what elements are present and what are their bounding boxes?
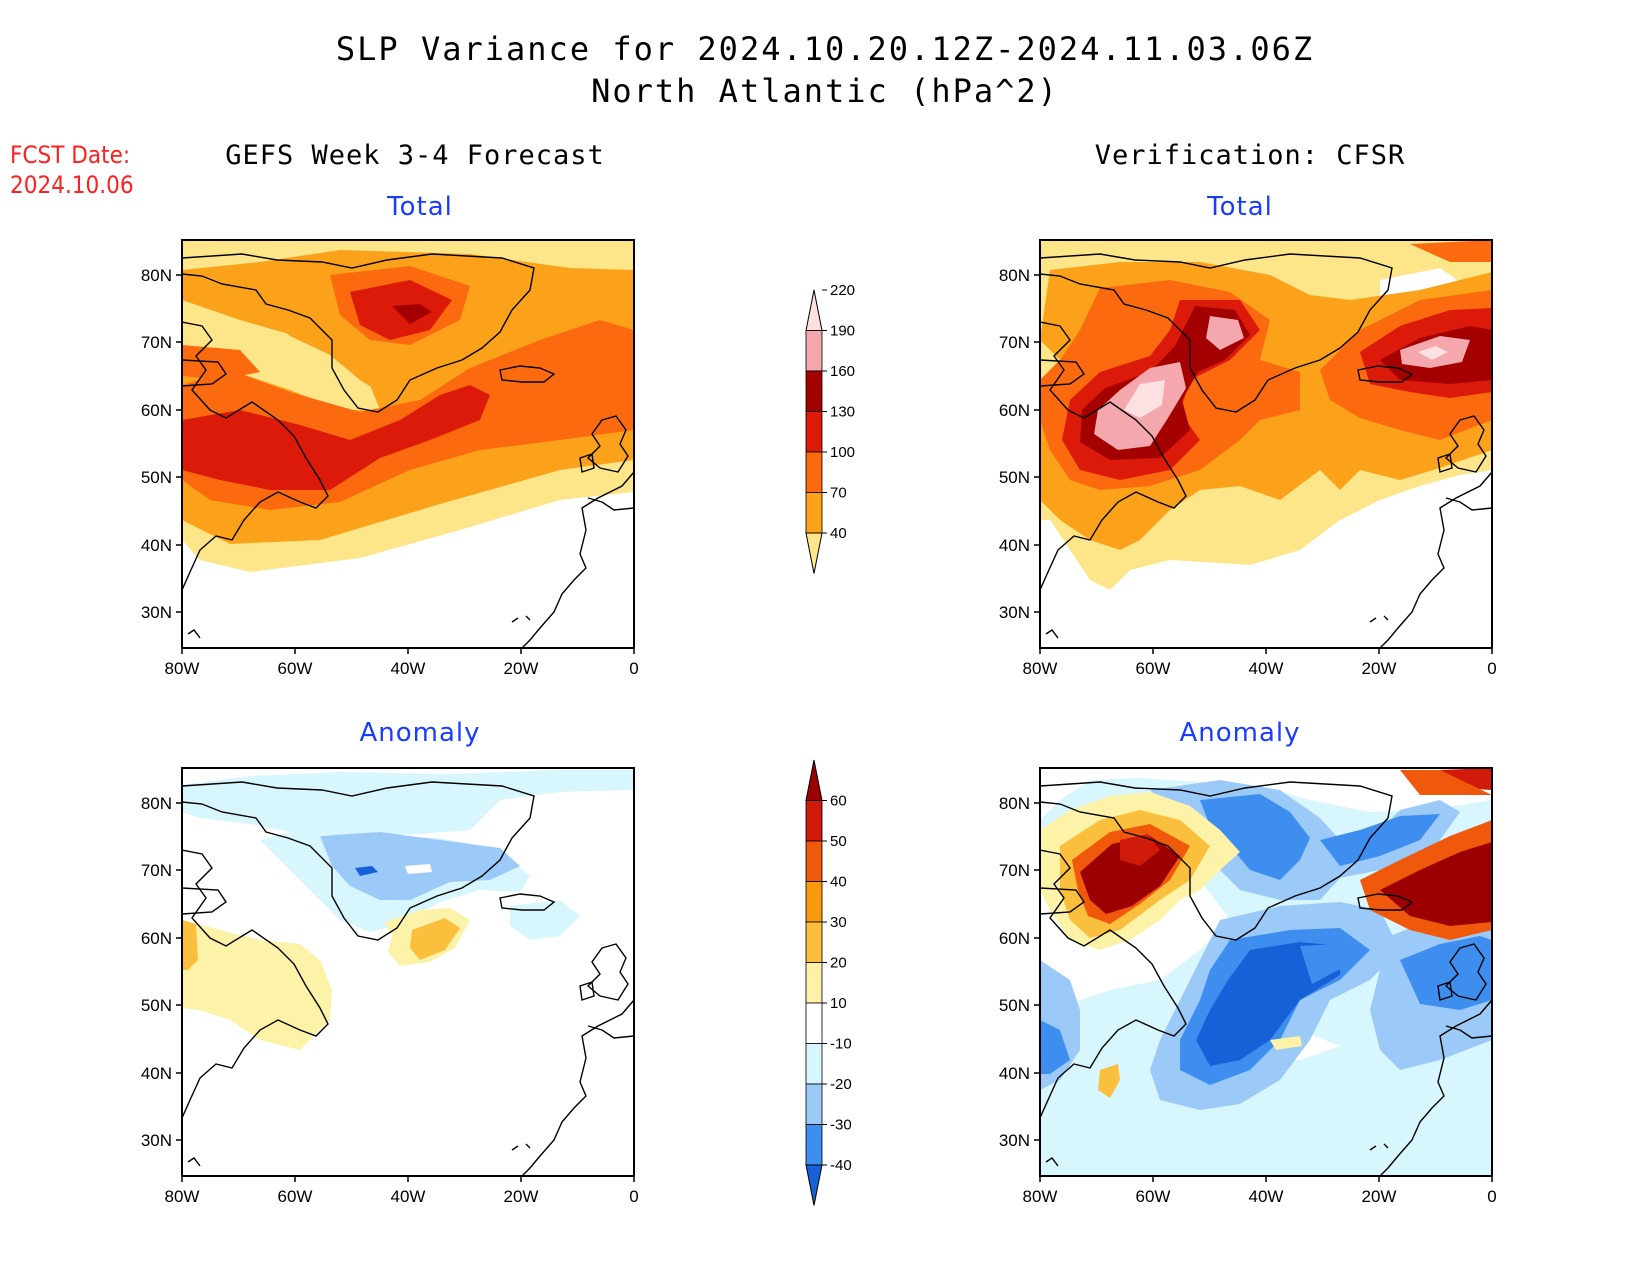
- total-colorbar: 40 70 100 130 160 190 220: [805, 282, 855, 574]
- lon-label: 0: [629, 659, 638, 678]
- lon-label: 80W: [1023, 659, 1058, 678]
- colorbar-label: 100: [830, 444, 855, 461]
- fcst-date-label: FCST Date:: [10, 141, 131, 169]
- bottom-left-subtitle: Anomaly: [359, 718, 481, 748]
- colorbar-box: [805, 921, 823, 963]
- lat-label: 30N: [999, 603, 1030, 622]
- colorbar-box: [805, 1083, 823, 1125]
- chart-title: SLP Variance for 2024.10.20.12Z-2024.11.…: [335, 30, 1315, 68]
- lat-label: 60N: [141, 401, 172, 420]
- lat-label: 30N: [141, 1131, 172, 1150]
- lat-label: 40N: [141, 1064, 172, 1083]
- colorbar-label: 130: [830, 404, 855, 421]
- lon-label: 0: [629, 1187, 638, 1206]
- lon-label: 80W: [1023, 1187, 1058, 1206]
- lat-label: 80N: [141, 266, 172, 285]
- colorbar-label: 40: [830, 874, 847, 891]
- colorbar-label: -30: [830, 1117, 852, 1134]
- colorbar-box: [805, 330, 823, 372]
- fcst-date-value: 2024.10.06: [10, 171, 134, 199]
- colorbar-box: [805, 492, 823, 534]
- lat-label: 80N: [999, 266, 1030, 285]
- colorbar-label: 60: [830, 793, 847, 810]
- lon-label: 80W: [165, 659, 200, 678]
- lon-label: 60W: [1136, 1187, 1171, 1206]
- colorbar-box: [805, 800, 823, 842]
- colorbar-label: 50: [830, 833, 847, 850]
- top-left-subtitle: Total: [387, 192, 453, 222]
- lon-label: 0: [1487, 659, 1496, 678]
- colorbar-top-arrow: [805, 289, 823, 331]
- colorbar-box: [805, 962, 823, 1004]
- forecast-anomaly-map: [182, 768, 634, 1176]
- colorbar-label: 20: [830, 955, 847, 972]
- lat-label: 70N: [141, 333, 172, 352]
- colorbar-label: -40: [830, 1157, 852, 1174]
- colorbar-box: [805, 1002, 823, 1044]
- bottom-right-subtitle: Anomaly: [1179, 718, 1301, 748]
- lon-label: 20W: [1362, 1187, 1397, 1206]
- colorbar-top-arrow: [805, 759, 823, 801]
- lat-label: 60N: [141, 929, 172, 948]
- lon-label: 60W: [278, 1187, 313, 1206]
- lat-label: 50N: [999, 468, 1030, 487]
- colorbar-label: 160: [830, 363, 855, 380]
- chart-subtitle: North Atlantic (hPa^2): [591, 72, 1059, 110]
- lon-label: 0: [1487, 1187, 1496, 1206]
- colorbar-label: -20: [830, 1076, 852, 1093]
- colorbar-box: [805, 1043, 823, 1085]
- colorbar-label: 10: [830, 995, 847, 1012]
- axis-labels: 80N 70N 60N 50N 40N 30N 80W 60W 40W 20W 0 80N 70N 60N…: [141, 266, 1497, 1206]
- lat-label: 50N: [999, 996, 1030, 1015]
- lon-label: 20W: [504, 659, 539, 678]
- verification-anomaly-map: [1040, 768, 1492, 1176]
- lon-label: 40W: [391, 659, 426, 678]
- lon-label: 40W: [1249, 659, 1284, 678]
- lat-label: 50N: [141, 468, 172, 487]
- lat-label: 80N: [999, 794, 1030, 813]
- colorbar-box: [805, 881, 823, 923]
- colorbar-box: [805, 411, 823, 453]
- verification-column-title: Verification: CFSR: [1094, 140, 1406, 171]
- colorbar-box: [805, 840, 823, 882]
- colorbar-label: 70: [830, 485, 847, 502]
- colorbar-label: 220: [830, 282, 855, 299]
- lat-label: 40N: [141, 536, 172, 555]
- lon-label: 80W: [165, 1187, 200, 1206]
- lon-label: 60W: [278, 659, 313, 678]
- colorbar-box: [805, 451, 823, 493]
- anomaly-colorbar: -40 -30 -20 -10 10 20 30 40 50 60: [805, 759, 852, 1206]
- colorbar-label: 40: [830, 525, 847, 542]
- lon-label: 20W: [1362, 659, 1397, 678]
- lon-label: 40W: [391, 1187, 426, 1206]
- lat-label: 40N: [999, 1064, 1030, 1083]
- top-right-subtitle: Total: [1207, 192, 1273, 222]
- forecast-total-map: [182, 240, 634, 648]
- colorbar-label: 190: [830, 323, 855, 340]
- colorbar-bottom-arrow: [805, 1164, 823, 1206]
- lat-label: 30N: [999, 1131, 1030, 1150]
- lon-label: 40W: [1249, 1187, 1284, 1206]
- colorbar-label: 30: [830, 914, 847, 931]
- lat-label: 80N: [141, 794, 172, 813]
- forecast-column-title: GEFS Week 3-4 Forecast: [225, 140, 605, 171]
- lat-label: 60N: [999, 929, 1030, 948]
- lat-label: 40N: [999, 536, 1030, 555]
- lat-label: 70N: [999, 861, 1030, 880]
- lat-label: 60N: [999, 401, 1030, 420]
- colorbar-box: [805, 370, 823, 412]
- verification-total-map: [1040, 240, 1492, 648]
- lat-label: 50N: [141, 996, 172, 1015]
- lon-label: 60W: [1136, 659, 1171, 678]
- lon-label: 20W: [504, 1187, 539, 1206]
- colorbar-label: -10: [830, 1036, 852, 1053]
- colorbar-bottom-arrow: [805, 532, 823, 574]
- lat-label: 30N: [141, 603, 172, 622]
- lat-label: 70N: [999, 333, 1030, 352]
- colorbar-box: [805, 1124, 823, 1166]
- lat-label: 70N: [141, 861, 172, 880]
